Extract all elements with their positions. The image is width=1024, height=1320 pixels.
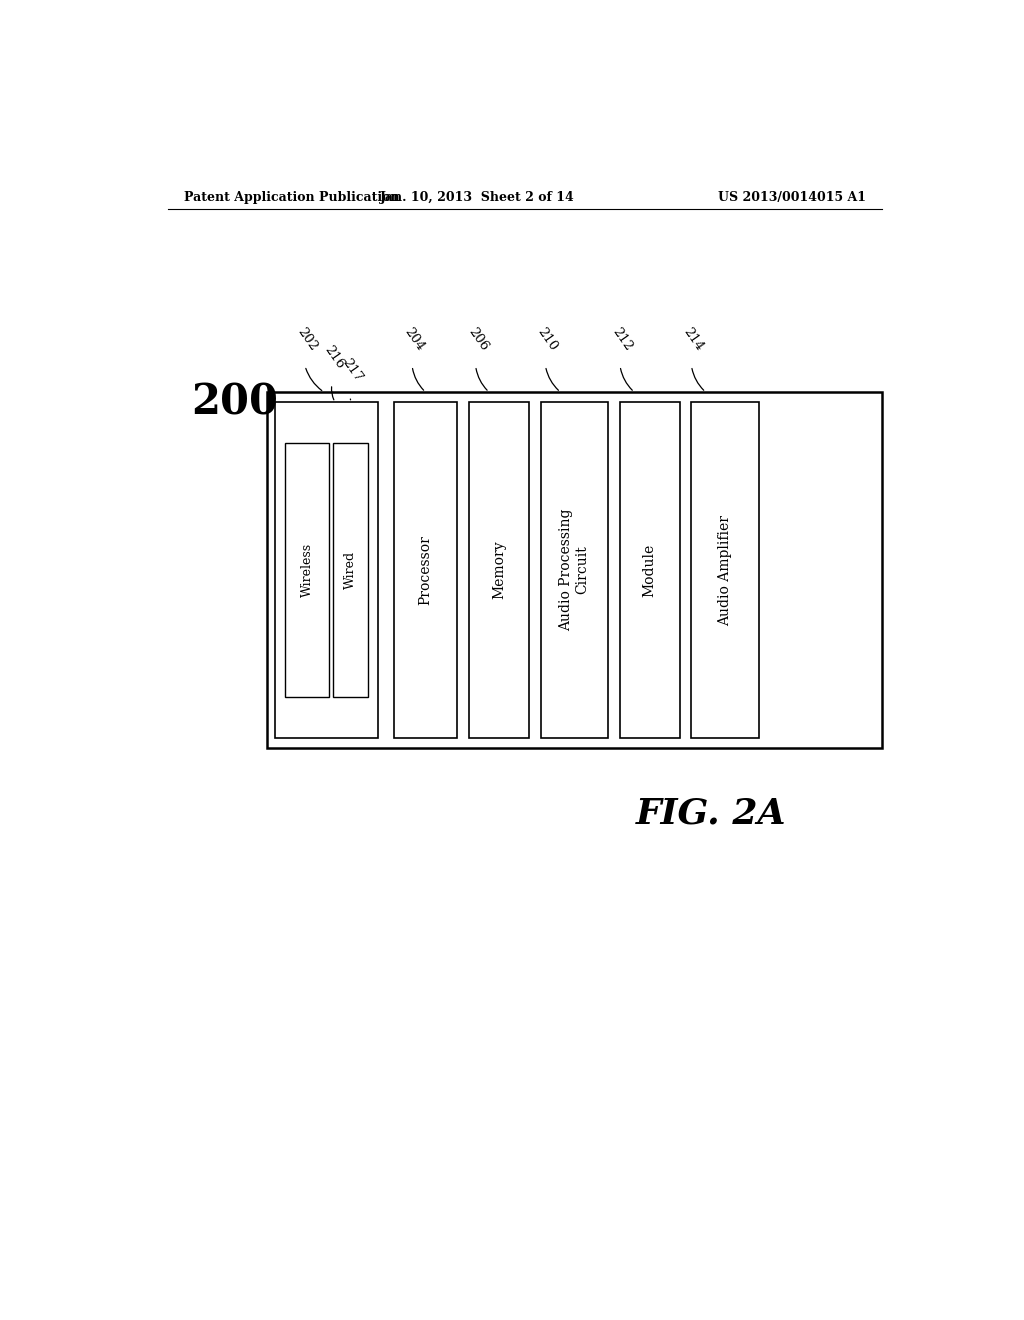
Bar bbox=[620, 403, 680, 738]
Bar bbox=[541, 403, 608, 738]
Text: 200: 200 bbox=[191, 381, 279, 424]
Bar bbox=[267, 392, 882, 748]
Bar bbox=[691, 403, 759, 738]
Text: Network Interface: Network Interface bbox=[319, 506, 334, 635]
Text: 206: 206 bbox=[465, 326, 490, 354]
Text: Jan. 10, 2013  Sheet 2 of 14: Jan. 10, 2013 Sheet 2 of 14 bbox=[380, 190, 574, 203]
Text: Module: Module bbox=[643, 544, 656, 597]
Text: Memory: Memory bbox=[492, 541, 506, 599]
Text: FIG. 2A: FIG. 2A bbox=[636, 797, 786, 832]
Text: US 2013/0014015 A1: US 2013/0014015 A1 bbox=[718, 190, 866, 203]
Text: 210: 210 bbox=[536, 326, 560, 354]
Bar bbox=[469, 403, 528, 738]
Bar bbox=[333, 444, 369, 697]
Text: 204: 204 bbox=[401, 326, 427, 354]
Bar bbox=[394, 403, 458, 738]
Text: Processor: Processor bbox=[419, 535, 432, 605]
Text: Patent Application Publication: Patent Application Publication bbox=[183, 190, 399, 203]
Text: Audio Processing
Circuit: Audio Processing Circuit bbox=[559, 508, 590, 631]
Text: Audio Amplifier: Audio Amplifier bbox=[718, 515, 732, 626]
Text: 212: 212 bbox=[609, 326, 635, 354]
Text: 216: 216 bbox=[322, 343, 347, 372]
Bar bbox=[274, 403, 378, 738]
Text: 214: 214 bbox=[681, 326, 707, 354]
Bar bbox=[285, 444, 329, 697]
Text: Wired: Wired bbox=[344, 550, 357, 589]
Text: 217: 217 bbox=[340, 356, 365, 384]
Text: 202: 202 bbox=[295, 326, 319, 354]
Text: Wireless: Wireless bbox=[300, 543, 313, 597]
